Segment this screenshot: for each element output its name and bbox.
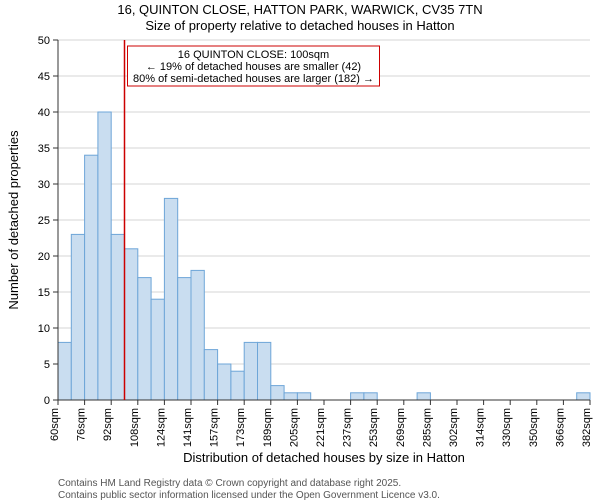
y-tick-label: 15 [38, 287, 50, 299]
histogram-bar [218, 364, 231, 400]
histogram-bar [351, 393, 364, 400]
chart-container: 16, QUINTON CLOSE, HATTON PARK, WARWICK,… [0, 0, 600, 500]
y-tick-label: 20 [38, 251, 50, 263]
histogram-svg: 16, QUINTON CLOSE, HATTON PARK, WARWICK,… [0, 0, 600, 500]
x-tick-label: 205sqm [288, 408, 300, 447]
y-tick-label: 5 [44, 359, 50, 371]
title-line2: Size of property relative to detached ho… [145, 18, 454, 33]
histogram-bar [111, 234, 124, 400]
histogram-bar [98, 112, 111, 400]
y-tick-label: 40 [38, 107, 50, 119]
annotation-line3: 80% of semi-detached houses are larger (… [133, 73, 374, 85]
histogram-bar [417, 393, 430, 400]
histogram-bar [204, 350, 217, 400]
histogram-bar [297, 393, 310, 400]
annotation-line1: 16 QUINTON CLOSE: 100sqm [178, 49, 329, 61]
histogram-bar [85, 155, 98, 400]
y-tick-label: 50 [38, 35, 50, 47]
x-tick-label: 60sqm [49, 408, 61, 441]
x-tick-label: 189sqm [262, 408, 274, 447]
histogram-bar [364, 393, 377, 400]
title-line1: 16, QUINTON CLOSE, HATTON PARK, WARWICK,… [117, 2, 482, 17]
histogram-bar [58, 342, 71, 400]
histogram-bar [284, 393, 297, 400]
histogram-bar [71, 234, 84, 400]
x-tick-label: 269sqm [395, 408, 407, 447]
x-tick-label: 382sqm [581, 408, 593, 447]
annotation-line2: ← 19% of detached houses are smaller (42… [146, 61, 361, 73]
histogram-bar [164, 198, 177, 400]
histogram-bar [271, 386, 284, 400]
x-tick-label: 221sqm [315, 408, 327, 447]
histogram-bar [151, 299, 164, 400]
x-tick-label: 108sqm [129, 408, 141, 447]
x-tick-label: 302sqm [448, 408, 460, 447]
x-tick-label: 366sqm [554, 408, 566, 447]
x-tick-label: 237sqm [342, 408, 354, 447]
y-tick-label: 45 [38, 71, 50, 83]
histogram-bar [138, 278, 151, 400]
histogram-bar [577, 393, 590, 400]
x-tick-label: 330sqm [501, 408, 513, 447]
x-tick-label: 253sqm [368, 408, 380, 447]
y-axis-label: Number of detached properties [6, 130, 21, 310]
x-tick-label: 173sqm [235, 408, 247, 447]
credit-line1: Contains HM Land Registry data © Crown c… [58, 478, 401, 489]
histogram-bar [231, 371, 244, 400]
x-tick-label: 92sqm [102, 408, 114, 441]
x-tick-label: 141sqm [182, 408, 194, 447]
x-tick-label: 285sqm [421, 408, 433, 447]
histogram-bar [244, 342, 257, 400]
x-tick-label: 76sqm [76, 408, 88, 441]
y-tick-label: 25 [38, 215, 50, 227]
y-tick-label: 30 [38, 179, 50, 191]
x-tick-label: 124sqm [155, 408, 167, 447]
y-tick-label: 0 [44, 395, 50, 407]
histogram-bar [125, 249, 138, 400]
x-tick-label: 157sqm [209, 408, 221, 447]
x-tick-label: 314sqm [475, 408, 487, 447]
histogram-bar [258, 342, 271, 400]
histogram-bar [191, 270, 204, 400]
histogram-bar [178, 278, 191, 400]
x-axis-label: Distribution of detached houses by size … [183, 450, 465, 465]
y-tick-label: 35 [38, 143, 50, 155]
y-tick-label: 10 [38, 323, 50, 335]
x-tick-label: 350sqm [528, 408, 540, 447]
credit-line2: Contains public sector information licen… [58, 490, 440, 500]
